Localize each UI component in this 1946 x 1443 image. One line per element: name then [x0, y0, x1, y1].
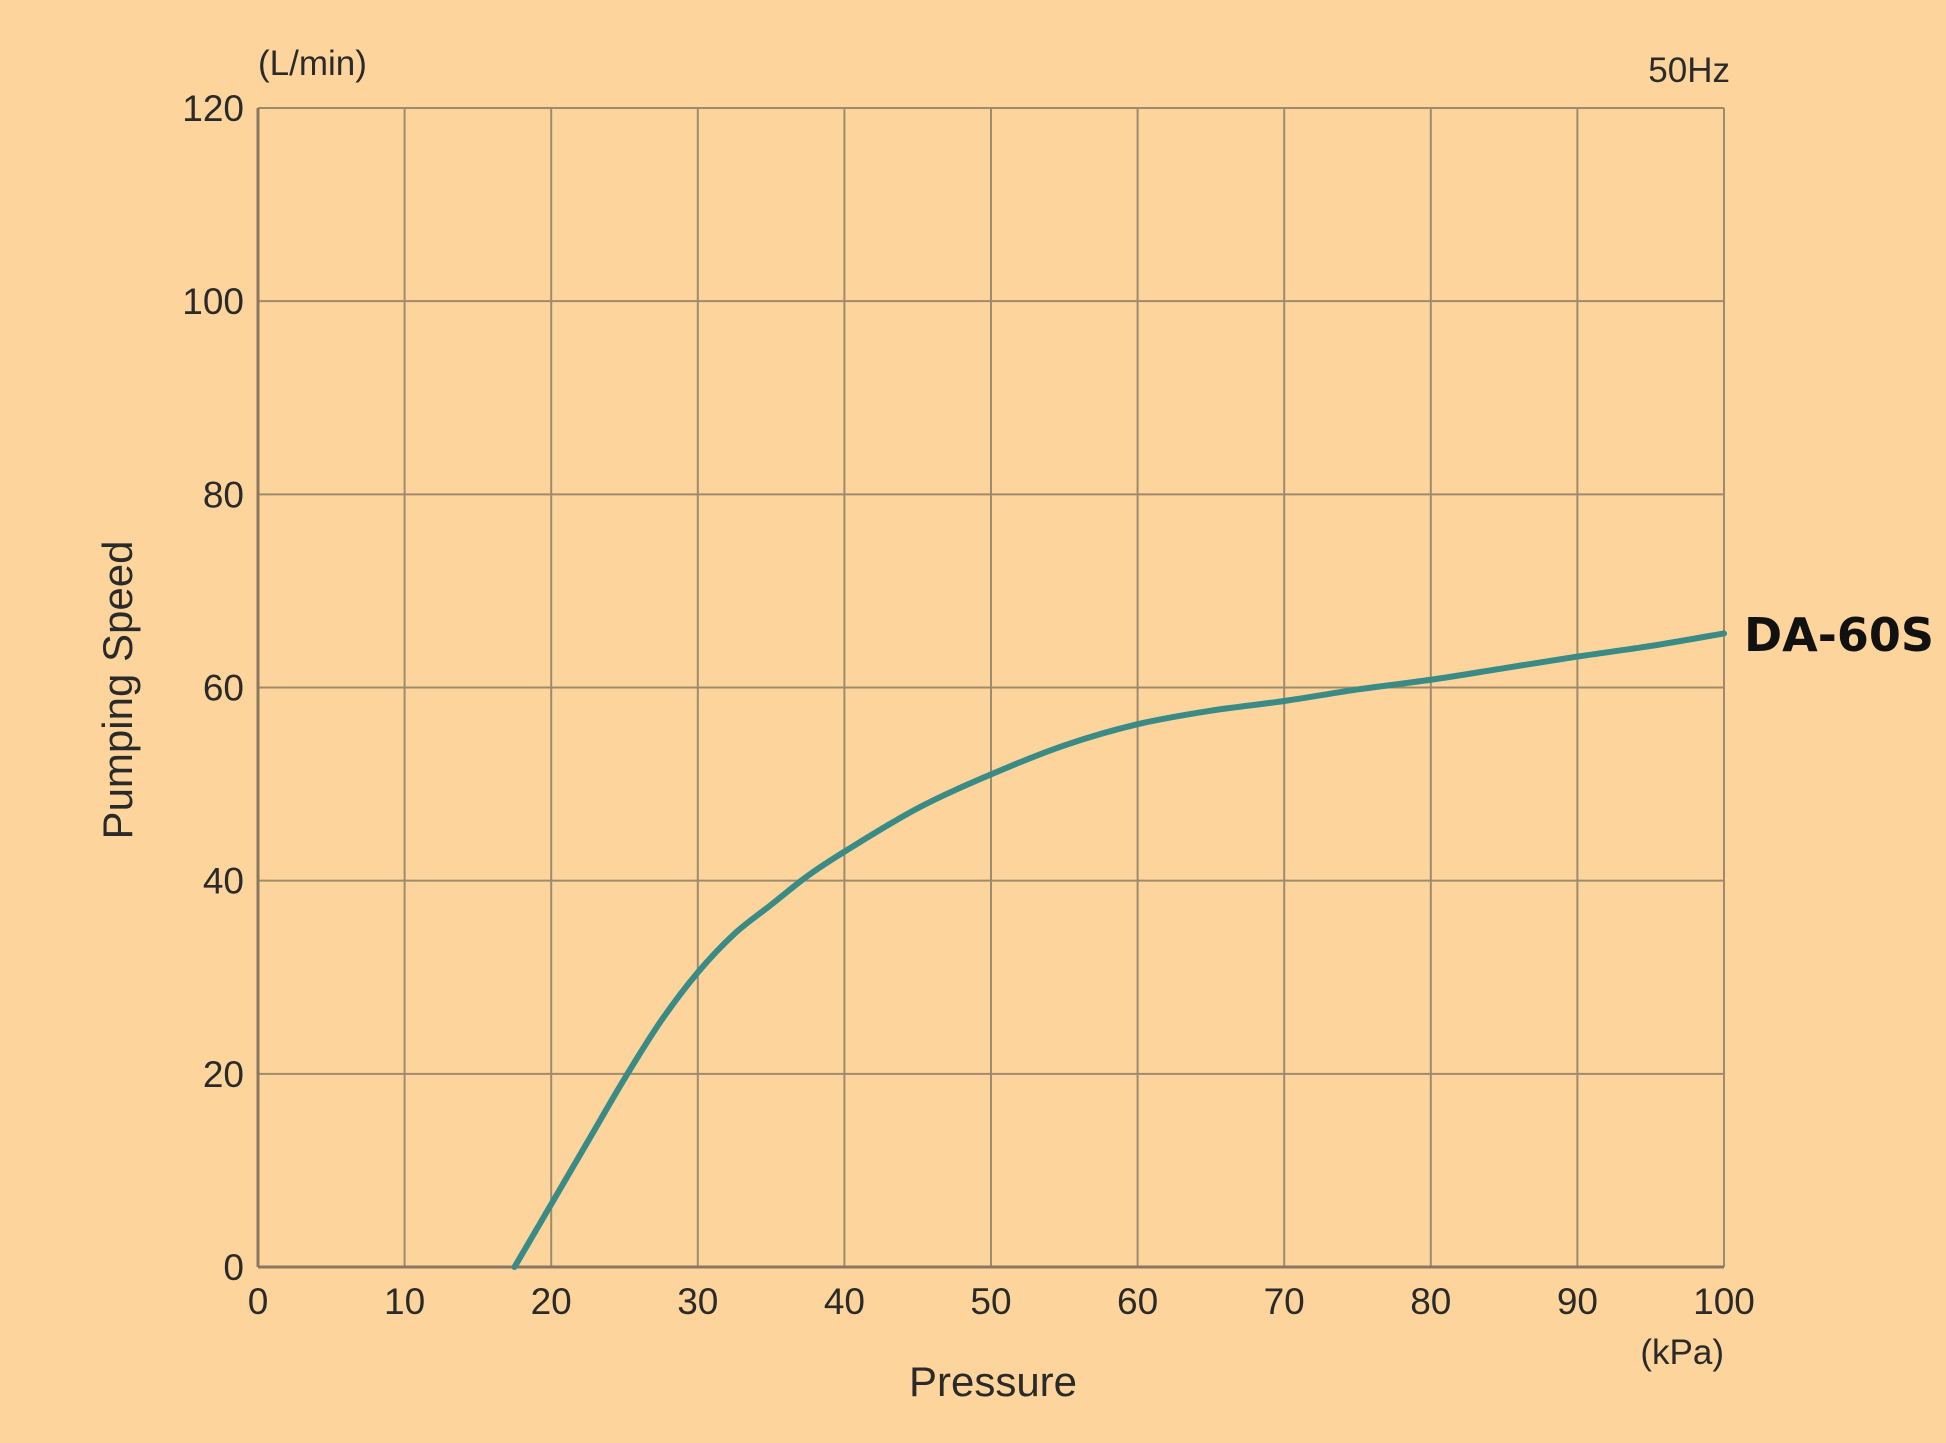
x-tick-label: 0	[248, 1281, 269, 1322]
x-tick-label: 50	[970, 1281, 1011, 1322]
tick-labels: 0 10 20 30 40 50 60 70 80 90 100 0 20 40 60 80 100 120	[182, 88, 1755, 1322]
x-tick-label: 60	[1117, 1281, 1158, 1322]
y-tick-label: 120	[182, 88, 244, 129]
series-label-da-60s: DA-60S	[1744, 608, 1934, 662]
grid-lines	[258, 107, 1725, 1267]
axes	[256, 108, 1724, 1269]
x-tick-label: 90	[1557, 1281, 1598, 1322]
y-tick-label: 0	[223, 1247, 244, 1288]
y-tick-label: 40	[203, 861, 244, 902]
y-tick-label: 80	[203, 474, 244, 515]
x-tick-label: 100	[1693, 1281, 1755, 1322]
x-tick-label: 30	[677, 1281, 718, 1322]
frequency-label: 50Hz	[1648, 51, 1730, 90]
y-tick-label: 60	[203, 668, 244, 709]
y-axis-title: Pumping Speed	[94, 541, 141, 840]
x-tick-label: 10	[384, 1281, 425, 1322]
series-line-da-60s	[511, 630, 1727, 1270]
x-tick-label: 80	[1410, 1281, 1451, 1322]
x-unit-label: (kPa)	[1640, 1333, 1724, 1372]
y-tick-label: 100	[182, 281, 244, 322]
series-lines	[511, 630, 1727, 1270]
x-tick-label: 20	[531, 1281, 572, 1322]
y-tick-label: 20	[203, 1054, 244, 1095]
x-axis-title: Pressure	[909, 1358, 1077, 1405]
x-tick-label: 70	[1264, 1281, 1305, 1322]
x-tick-label: 40	[824, 1281, 865, 1322]
y-unit-label: (L/min)	[258, 44, 367, 83]
